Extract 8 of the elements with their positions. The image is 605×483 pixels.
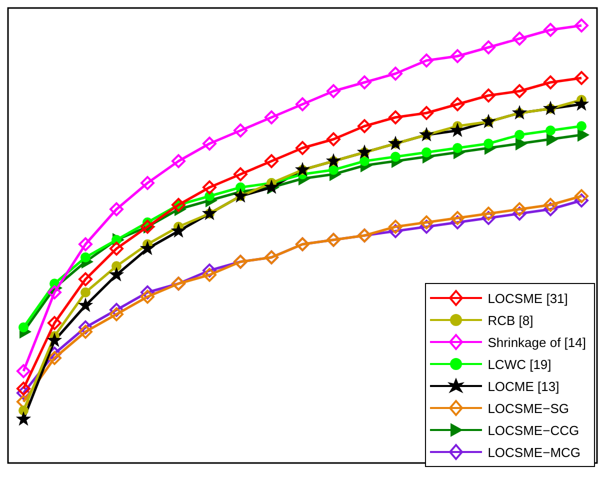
- legend-label: LOCSME [31]: [488, 290, 568, 306]
- legend-label: LOCSME−MCG: [488, 444, 581, 460]
- legend-label: Shrinkage of [14]: [488, 334, 586, 350]
- legend-label: LOCSME−CCG: [488, 422, 580, 438]
- legend-label: LOCSME−SG: [488, 400, 569, 416]
- legend-label: RCB [8]: [488, 312, 534, 328]
- legend-label: LCWC [19]: [488, 356, 552, 372]
- legend-label: LOCME [13]: [488, 378, 560, 394]
